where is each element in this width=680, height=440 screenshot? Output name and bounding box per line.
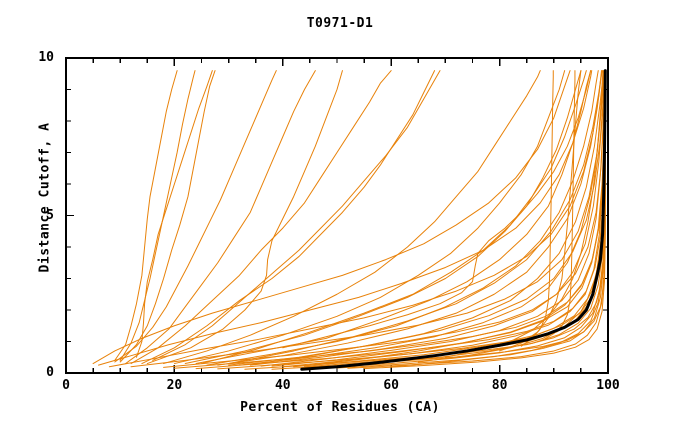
series-line-model-49	[119, 70, 196, 361]
series-line-model-43	[542, 70, 576, 341]
series-line-model-48	[114, 70, 277, 363]
plot-frame	[65, 57, 609, 374]
y-axis-title: Distance Cutoff, A	[37, 122, 53, 273]
series-line-model-39	[271, 70, 606, 370]
series-line-model-05	[141, 70, 436, 365]
x-tick-label: 60	[383, 378, 400, 393]
x-tick-label: 0	[62, 378, 70, 393]
x-tick-label: 20	[166, 378, 183, 393]
x-tick-label: 100	[596, 378, 620, 393]
series-line-reference	[300, 69, 607, 371]
series-line-model-02	[119, 70, 216, 363]
series-line-model-12	[228, 70, 605, 366]
series-line-model-09	[195, 70, 592, 365]
series-line-model-47	[282, 70, 592, 349]
series-line-model-19	[146, 70, 343, 365]
series-line-model-26	[201, 70, 587, 365]
y-tick-label: 0	[46, 365, 54, 380]
series-line-model-46	[444, 70, 604, 358]
series-line-model-07	[173, 70, 566, 365]
series-line-model-31	[98, 70, 593, 366]
series-line-model-32	[108, 70, 602, 368]
series-line-model-14	[249, 70, 606, 366]
series-line-model-44	[520, 70, 554, 347]
series-line-model-17	[282, 70, 606, 368]
series-line-model-33	[130, 70, 605, 368]
series-line-model-21	[303, 70, 606, 368]
data-series-layer	[92, 69, 607, 371]
page-title: T0971-D1	[306, 16, 374, 31]
plot-frame-rect	[65, 57, 609, 374]
series-line-model-06	[163, 70, 541, 365]
series-line-model-03	[125, 70, 316, 365]
series-line-model-27	[152, 70, 441, 361]
x-tick-label: 80	[491, 378, 508, 393]
x-axis-title: Percent of Residues (CA)	[240, 400, 440, 415]
series-line-model-04	[130, 70, 392, 365]
series-line-model-10	[206, 70, 599, 366]
series-line-model-01	[114, 70, 178, 361]
series-line-model-34	[163, 70, 606, 368]
x-tick-label: 40	[274, 378, 291, 393]
y-tick-label: 5	[46, 207, 54, 223]
series-line-model-08	[184, 70, 582, 365]
series-line-model-30	[92, 70, 571, 365]
series-line-model-41	[309, 70, 606, 366]
y-tick-label: 10	[38, 50, 54, 65]
